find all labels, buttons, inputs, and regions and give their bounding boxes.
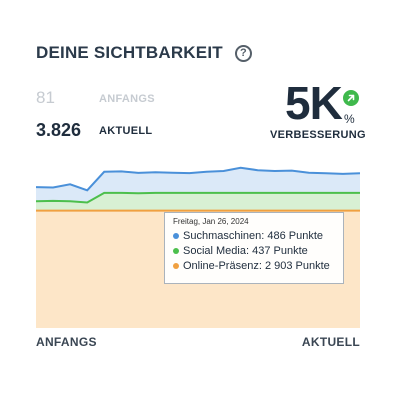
start-value: 81: [36, 88, 55, 107]
title-row: DEINE SICHTBARKEIT ?: [36, 43, 252, 63]
tooltip-presence-value: 2 903 Punkte: [264, 259, 330, 272]
search-dot-icon: [173, 232, 179, 239]
improvement-label: VERBESSERUNG: [270, 129, 366, 141]
start-label: ANFANGS: [99, 93, 155, 105]
social-dot-icon: [173, 247, 179, 254]
tooltip-date: Freitag, Jan 26, 2024: [173, 217, 249, 226]
arrow-up-right-icon: [343, 90, 359, 106]
current-label: AKTUELL: [99, 125, 153, 137]
improvement-value: 5K: [285, 77, 343, 129]
tooltip-row-social: Social Media: 437 Punkte: [173, 243, 335, 258]
current-value: 3.826: [36, 120, 82, 140]
tooltip-social-prefix: Social Media:: [183, 244, 250, 257]
chart-tooltip: Freitag, Jan 26, 2024 Suchmaschinen: 486…: [164, 212, 344, 284]
card-title: DEINE SICHTBARKEIT: [36, 43, 223, 62]
axis-end-label: AKTUELL: [301, 335, 360, 349]
line-suchmaschinen: [36, 166, 360, 192]
improvement-percent: %: [344, 112, 355, 126]
tooltip-presence-prefix: Online-Präsenz:: [183, 259, 262, 272]
help-icon[interactable]: ?: [234, 44, 252, 62]
tooltip-social-value: 437 Punkte: [252, 244, 308, 257]
tooltip-row-search: Suchmaschinen: 486 Punkte: [173, 228, 335, 243]
line-social-media: [36, 191, 360, 204]
presence-dot-icon: [173, 262, 179, 269]
axis-start-label: ANFANGS: [36, 335, 97, 349]
tooltip-search-value: 486 Punkte: [267, 229, 324, 242]
tooltip-row-presence: Online-Präsenz: 2 903 Punkte: [173, 258, 335, 273]
tooltip-search-prefix: Suchmaschinen:: [183, 229, 265, 242]
